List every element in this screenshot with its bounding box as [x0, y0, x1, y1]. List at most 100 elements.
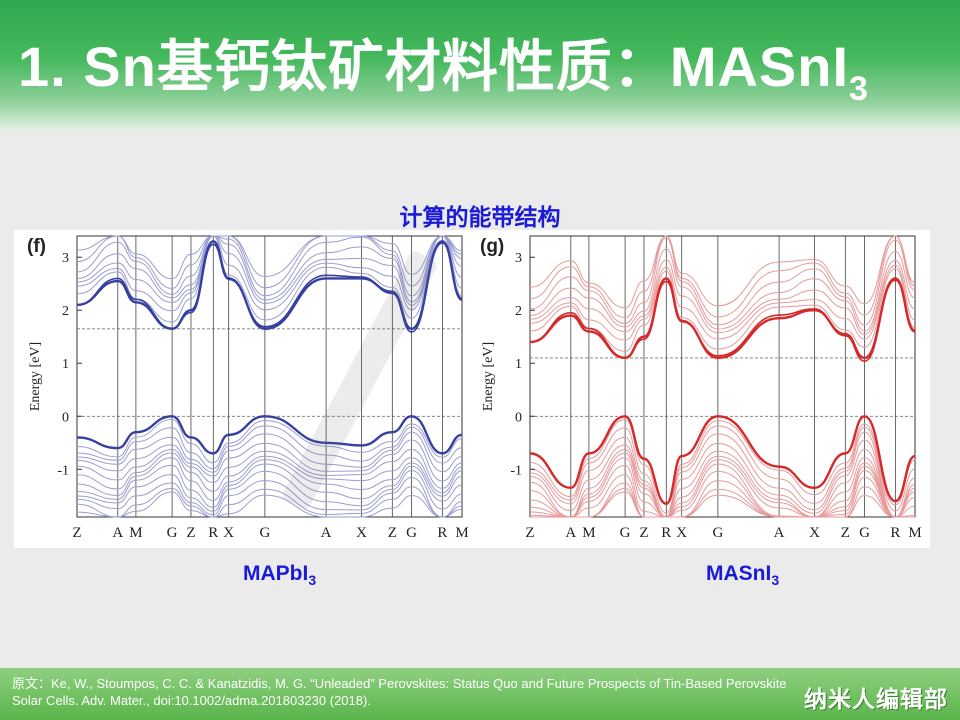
panel-f-thin-valence-band-2 — [76, 425, 463, 470]
panel-f-thin-conduction-band-1 — [76, 235, 463, 323]
band-structure-figure: -1 0 1 2 3 Z A M G Z R X G A X Z G R M Energy [eV] (f) -1 0 1 2 3… — [14, 230, 930, 548]
panel-f-thin-valence-band-6 — [76, 452, 463, 494]
panel-g-label: (g) — [480, 236, 504, 257]
panel-f-xtick-label: G — [259, 525, 270, 541]
panel-f-xtick-label: R — [437, 525, 447, 541]
panel-g-thin-valence-band-10 — [529, 477, 915, 518]
panel-g-frame — [529, 235, 916, 518]
panel-f-ytick-label: -1 — [57, 463, 69, 478]
panel-g-ytick-label: 1 — [515, 357, 522, 372]
panel-f-thin-conduction-band-5 — [76, 235, 463, 297]
panel-f-valence-band — [76, 415, 463, 455]
panel-f-thin-valence-band-9 — [76, 469, 463, 512]
footer-bar: 原文：Ke, W., Stoumpos, C. C. & Kanatzidis,… — [0, 668, 960, 720]
panel-g-xtick-label: Z — [841, 525, 850, 541]
panel-g-xtick-label: X — [676, 525, 687, 541]
panel-f-thin-conduction-band-2 — [76, 235, 463, 312]
panel-g-thin-conduction-band-4 — [529, 248, 916, 332]
panel-g-thin-valence-band-7 — [529, 457, 916, 518]
panel-g-ytick-label: 3 — [515, 251, 522, 266]
panel-g-xtick-label: G — [712, 525, 723, 541]
reference-citation: 原文：Ke, W., Stoumpos, C. C. & Kanatzidis,… — [12, 676, 787, 708]
panel-f-thin-valence-band-1 — [76, 419, 463, 464]
panel-g-thin-valence-band-1 — [529, 419, 916, 514]
panel-g-xtick-label: M — [582, 525, 595, 541]
panel-g-conduction-band-split — [529, 279, 916, 362]
slide-title-text: 1. Sn基钙钛矿材料性质：MASnI — [18, 35, 850, 98]
panel-g-thin-valence-band-9 — [529, 469, 916, 518]
slide-title: 1. Sn基钙钛矿材料性质：MASnI3 — [18, 22, 869, 109]
panel-f-frame — [76, 235, 463, 518]
panel-g-thin-valence-band-3 — [529, 431, 916, 518]
panel-g-ytick-label: 2 — [515, 304, 522, 319]
panel-g-xtick-label: A — [774, 525, 785, 541]
panel-f-thin-valence-band-8 — [76, 463, 463, 508]
panel-f-ylabel: Energy [eV] — [28, 342, 43, 411]
panel-f-thin-valence-band-11 — [76, 486, 463, 518]
panel-f-xtick-label: X — [356, 525, 367, 541]
panel-f-xtick-label: Z — [388, 525, 397, 541]
panel-g-thin-conduction-band-5 — [529, 237, 916, 326]
panel-g-xtick-label: G — [859, 525, 870, 541]
panel-g-xtick-label: X — [809, 525, 820, 541]
panel-g-thin-valence-band-6 — [529, 452, 916, 518]
panel-f-label: (f) — [27, 236, 46, 257]
panel-f-xtick-label: M — [129, 525, 142, 541]
panel-f-xtick-label: Z — [72, 525, 81, 541]
panel-f-thin-conduction-band-3 — [76, 235, 463, 306]
panel-g-thin-valence-band-2 — [529, 425, 916, 518]
panel-g-thin-conduction-band-6 — [529, 235, 916, 319]
panel-f-thin-valence-band-7 — [76, 457, 463, 501]
panel-g-xtick-label: Z — [639, 525, 648, 541]
panel-g-thin-conduction-band-7 — [529, 235, 916, 309]
panel-f-conduction-band-split — [76, 242, 463, 333]
panel-f-ytick-label: 0 — [62, 410, 69, 425]
panel-g-conduction-band — [529, 277, 916, 360]
panel-f-thin-conduction-band-4 — [76, 235, 463, 303]
panel-g-valence-band — [529, 415, 916, 505]
figure-subtitle: 计算的能带结构 — [399, 204, 561, 230]
panel-f-thin-valence-band-3 — [76, 431, 463, 473]
panel-f-ytick-label: 2 — [62, 304, 69, 319]
slide-title-subscript: 3 — [849, 70, 869, 108]
panel-f-thin-valence-band-12 — [76, 491, 463, 518]
caption-mapbi3-text: MAPbI — [243, 562, 309, 585]
panel-g-ytick-label: -1 — [510, 463, 522, 478]
panel-f-xtick-label: R — [208, 525, 218, 541]
panel-f-xtick-label: M — [455, 525, 468, 541]
panel-f-xtick-label: Z — [186, 525, 195, 541]
panel-f-xtick-label: A — [321, 525, 332, 541]
panel-f-thin-conduction-band-7 — [76, 235, 463, 280]
caption-mapbi3-subscript: 3 — [308, 572, 317, 589]
panel-f-ytick-label: 3 — [62, 251, 69, 266]
panel-g-thin-valence-band-5 — [529, 448, 916, 518]
panel-g-thin-conduction-band-3 — [529, 259, 916, 335]
panel-f-xtick-label: G — [406, 525, 417, 541]
panel-g-ytick-label: 0 — [515, 410, 522, 425]
panel-g-thin-valence-band-8 — [529, 463, 916, 518]
caption-masni3: MASnI3 — [706, 562, 779, 588]
panel-f-thin-valence-band-4 — [76, 439, 463, 482]
panel-g-xtick-label: R — [890, 525, 900, 541]
panel-g-xtick-label: G — [620, 525, 631, 541]
brand-logo-text: 纳米人编辑部 — [804, 686, 948, 712]
panel-g-xtick-label: M — [908, 525, 921, 541]
caption-masni3-text: MASnI — [706, 562, 772, 585]
panel-g-xtick-label: Z — [525, 525, 534, 541]
panel-f-xtick-label: X — [223, 525, 234, 541]
panel-f-xtick-label: A — [112, 525, 123, 541]
panel-f-thin-valence-band-5 — [76, 448, 463, 489]
caption-mapbi3: MAPbI3 — [243, 562, 316, 588]
panel-g-xtick-label: R — [661, 525, 671, 541]
panel-g-thin-valence-band-4 — [529, 439, 916, 518]
header-banner: 1. Sn基钙钛矿材料性质：MASnI3 — [0, 0, 960, 130]
caption-masni3-subscript: 3 — [771, 572, 780, 589]
panel-g-thin-valence-band-12 — [530, 491, 915, 518]
panel-f-xtick-label: G — [167, 525, 178, 541]
panel-f-thin-valence-band-10 — [76, 477, 463, 518]
panel-g-xtick-label: A — [565, 525, 576, 541]
panel-f-thin-conduction-band-6 — [76, 235, 463, 289]
panel-g-thin-conduction-band-2 — [529, 264, 916, 341]
panel-g-ylabel: Energy [eV] — [481, 342, 496, 411]
